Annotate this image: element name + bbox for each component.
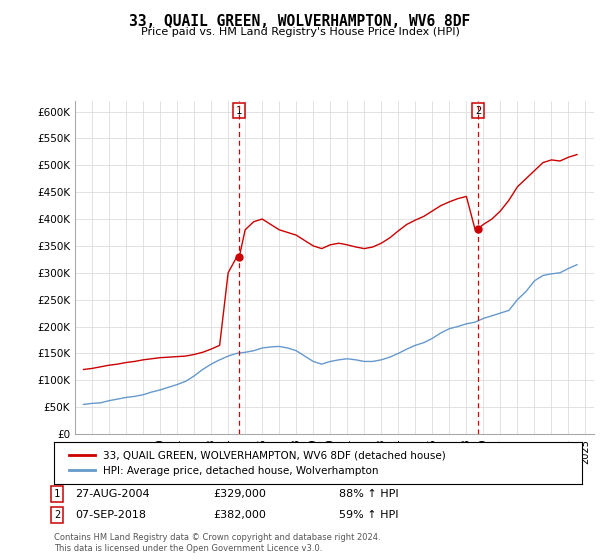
Text: Contains HM Land Registry data © Crown copyright and database right 2024.
This d: Contains HM Land Registry data © Crown c…	[54, 533, 380, 553]
Text: £329,000: £329,000	[213, 489, 266, 499]
Legend: 33, QUAIL GREEN, WOLVERHAMPTON, WV6 8DF (detached house), HPI: Average price, de: 33, QUAIL GREEN, WOLVERHAMPTON, WV6 8DF …	[64, 447, 450, 480]
Text: 2: 2	[475, 106, 481, 116]
Text: 88% ↑ HPI: 88% ↑ HPI	[339, 489, 398, 499]
Text: 59% ↑ HPI: 59% ↑ HPI	[339, 510, 398, 520]
Text: 1: 1	[54, 489, 60, 499]
Text: 33, QUAIL GREEN, WOLVERHAMPTON, WV6 8DF: 33, QUAIL GREEN, WOLVERHAMPTON, WV6 8DF	[130, 14, 470, 29]
Text: 2: 2	[54, 510, 60, 520]
Text: 07-SEP-2018: 07-SEP-2018	[75, 510, 146, 520]
Text: £382,000: £382,000	[213, 510, 266, 520]
Text: 27-AUG-2004: 27-AUG-2004	[75, 489, 149, 499]
Text: Price paid vs. HM Land Registry's House Price Index (HPI): Price paid vs. HM Land Registry's House …	[140, 27, 460, 37]
Text: 1: 1	[236, 106, 242, 116]
